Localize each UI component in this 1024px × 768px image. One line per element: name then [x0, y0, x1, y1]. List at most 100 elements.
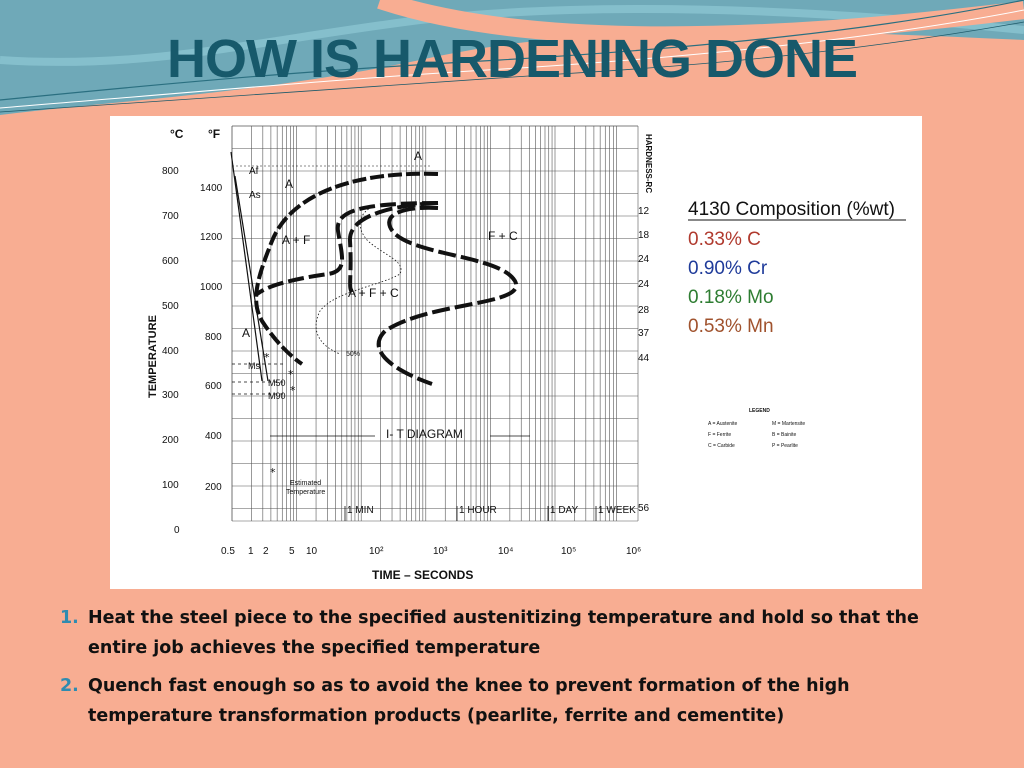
y-axis-label: TEMPERATURE [147, 315, 159, 398]
austenite-start-curve [254, 171, 439, 366]
hardness-label: HARDNESS-RC [644, 134, 653, 193]
celsius-tick: 800 [162, 166, 179, 177]
fahrenheit-ticks: 1400 1200 1000 800 600 400 200 [200, 183, 223, 493]
legend-item: P = Pearlite [772, 443, 798, 449]
celsius-tick: 500 [162, 301, 179, 312]
hardness-tick: 37 [638, 328, 650, 339]
celsius-tick: 700 [162, 211, 179, 222]
label-m90: M90 [268, 391, 286, 401]
time-tick: 10⁴ [498, 546, 513, 557]
marker-1day: 1 DAY [550, 505, 578, 516]
hardness-tick: 24 [638, 279, 650, 290]
cooling-line [230, 151, 263, 382]
label-estimated-2: Temperature [286, 489, 325, 496]
celsius-unit: °C [170, 127, 184, 141]
label-f-plus-c: F + C [488, 229, 518, 243]
time-tick: 10³ [433, 546, 448, 557]
celsius-ticks: 800 700 600 500 400 300 200 100 0 [162, 166, 180, 536]
it-diagram: °C °F HARDNESS-RC TEMPERATURE TIME – SEC… [147, 125, 906, 582]
legend-item: A = Austenite [708, 421, 738, 427]
step-item: 2. Quench fast enough so as to avoid the… [60, 671, 960, 731]
celsius-tick: 200 [162, 435, 179, 446]
time-tick: 0.5 [221, 546, 235, 557]
fahrenheit-tick: 1000 [200, 282, 223, 293]
inner-curve [347, 201, 439, 294]
fahrenheit-tick: 1200 [200, 232, 223, 243]
label-af: Af [249, 166, 259, 177]
hardness-tick: 28 [638, 305, 650, 316]
hardness-tick: 24 [638, 254, 650, 265]
fahrenheit-unit: °F [208, 127, 220, 141]
marker-1hour: 1 HOUR [459, 505, 497, 516]
celsius-tick: 100 [162, 480, 179, 491]
fahrenheit-tick: 1400 [200, 183, 223, 194]
label-a-top: A [414, 149, 422, 163]
legend-title: LEGEND [749, 408, 770, 414]
step-number: 2. [60, 676, 79, 696]
step-number: 1. [60, 608, 79, 628]
legend: LEGEND A = Austenite M = Martensite F = … [708, 408, 805, 449]
label-ms: Ms [248, 361, 260, 371]
asterisk-icon: * [264, 351, 270, 364]
time-tick: 10⁵ [561, 546, 576, 557]
label-a-left: A [242, 326, 250, 340]
slide-title: HOW IS HARDENING DONE [166, 29, 858, 89]
fahrenheit-tick: 400 [205, 431, 222, 442]
label-a-plus-f: A + F [282, 233, 310, 247]
time-tick: 1 [248, 546, 254, 557]
steps-list: 1. Heat the steel piece to the specified… [60, 603, 960, 739]
time-tick: 2 [263, 546, 269, 557]
time-markers: 1 MIN 1 HOUR 1 DAY 1 WEEK [344, 505, 636, 521]
fahrenheit-tick: 600 [205, 381, 222, 392]
hardness-tick: 12 [638, 206, 650, 217]
fahrenheit-tick: 200 [205, 482, 222, 493]
estimate-asterisks: * * * * [264, 351, 296, 479]
composition-title: 4130 Composition (%wt) [688, 199, 895, 220]
label-50-percent: 50% [346, 351, 360, 358]
nose-curve [255, 201, 439, 296]
hardness-tick: 18 [638, 230, 650, 241]
legend-item: M = Martensite [772, 421, 805, 427]
time-tick: 10² [369, 546, 384, 557]
asterisk-icon: * [288, 368, 294, 381]
marker-1week: 1 WEEK [598, 505, 636, 516]
hardness-ticks: 12 18 24 24 28 37 44 56 [638, 206, 650, 514]
finish-curve [376, 205, 519, 386]
hardness-tick: 44 [638, 353, 650, 364]
composition-manganese: 0.53% Mn [688, 316, 774, 337]
cooling-line-2 [234, 175, 269, 382]
label-diagram-name: I- T DIAGRAM [386, 427, 463, 441]
transformation-curves [230, 151, 519, 395]
celsius-tick: 300 [162, 390, 179, 401]
hardness-tick: 56 [638, 503, 650, 514]
step-text: Quench fast enough so as to avoid the kn… [88, 676, 850, 726]
diagram-panel: °C °F HARDNESS-RC TEMPERATURE TIME – SEC… [110, 116, 922, 589]
legend-item: F = Ferrite [708, 432, 731, 438]
label-a-curve: A [285, 177, 293, 191]
region-labels: A Af As A A + F F + C A + F + C A Ms M50… [242, 149, 518, 496]
label-as: As [249, 190, 261, 201]
legend-item: C = Carbide [708, 443, 735, 449]
legend-item: B = Bainite [772, 432, 797, 438]
label-m50: M50 [268, 378, 286, 388]
asterisk-icon: * [290, 384, 296, 397]
asterisk-icon: * [270, 466, 276, 479]
label-estimated-1: Estimated [290, 480, 321, 487]
x-axis-label: TIME – SECONDS [372, 568, 473, 582]
time-ticks: 0.5 1 2 5 10 10² 10³ 10⁴ 10⁵ 10⁶ [221, 546, 641, 557]
label-a-plus-f-plus-c: A + F + C [348, 286, 399, 300]
composition-chromium: 0.90% Cr [688, 258, 768, 279]
step-item: 1. Heat the steel piece to the specified… [60, 603, 960, 663]
composition-molybdenum: 0.18% Mo [688, 287, 774, 308]
composition-carbon: 0.33% C [688, 229, 761, 250]
composition-block: 4130 Composition (%wt) 0.33% C 0.90% Cr … [688, 199, 906, 337]
celsius-tick: 0 [174, 525, 180, 536]
time-tick: 10⁶ [626, 546, 641, 557]
celsius-tick: 600 [162, 256, 179, 267]
dotted-50-curve [315, 205, 402, 355]
time-tick: 5 [289, 546, 295, 557]
time-tick: 10 [306, 546, 318, 557]
celsius-tick: 400 [162, 346, 179, 357]
marker-1min: 1 MIN [347, 505, 374, 516]
